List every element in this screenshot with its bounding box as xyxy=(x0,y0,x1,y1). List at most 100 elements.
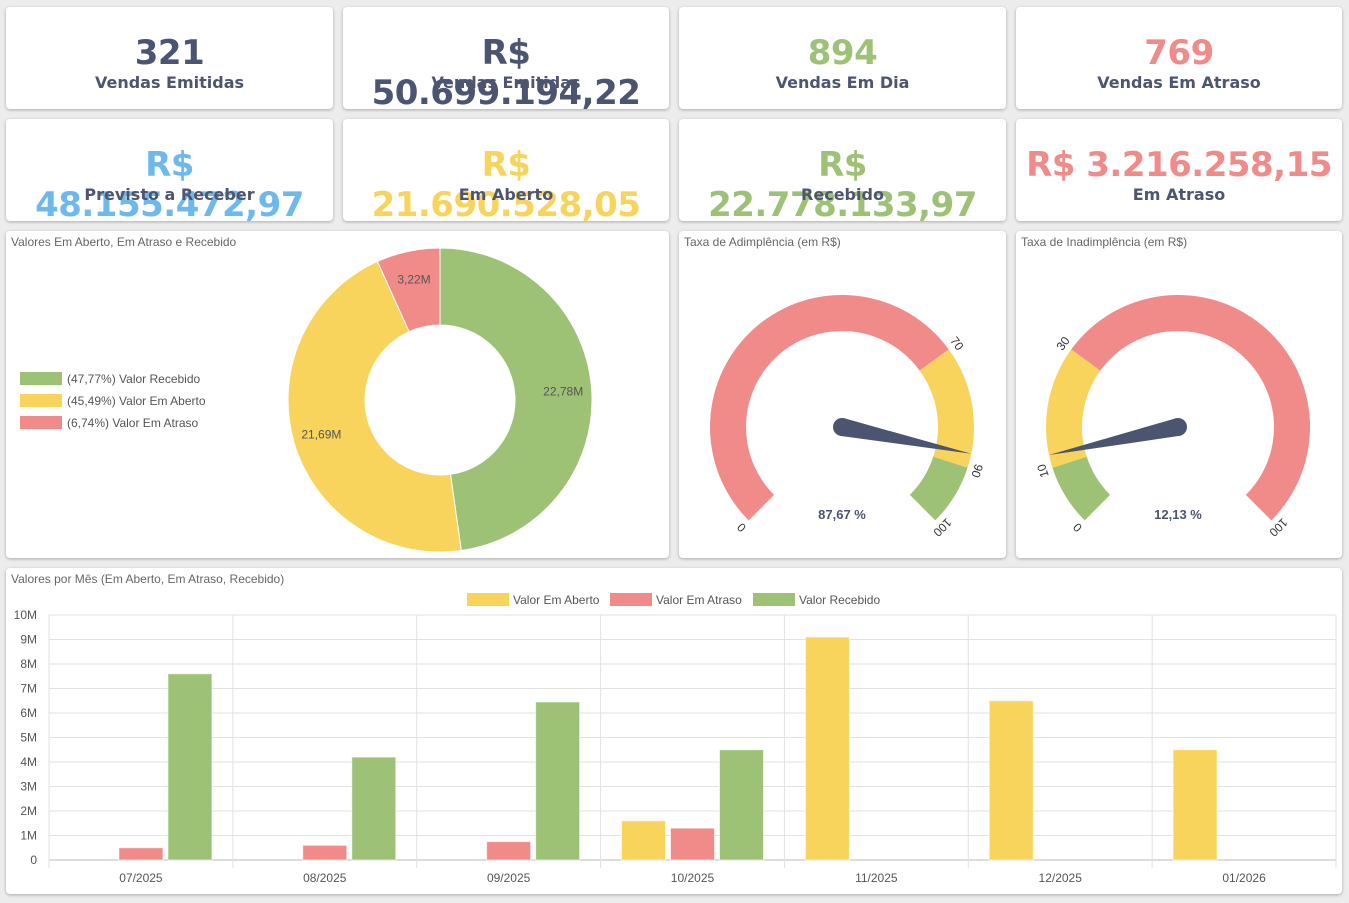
bar-legend-swatch xyxy=(753,593,795,606)
kpi-value: R$ 3.216.258,15 xyxy=(1026,145,1332,185)
bar-x-tick-label: 09/2025 xyxy=(487,871,531,885)
gauge-tick-label: 100 xyxy=(1266,515,1290,539)
gauge-adimplencia-chart: 0 70 90 100 87,67 % xyxy=(710,295,986,540)
gauge-needle xyxy=(840,418,972,454)
bar-x-tick-label: 10/2025 xyxy=(671,871,715,885)
kpi-card-vendas-em-atraso: 769 Vendas Em Atraso xyxy=(1016,7,1342,109)
gauge-inadimplencia-title: Taxa de Inadimplência (em R$) xyxy=(1021,235,1188,249)
kpi-card-previsto-a-receber: R$ 48.155.472,97 Previsto a Receber xyxy=(6,119,333,225)
donut-legend-label[interactable]: (45,49%) Valor Em Aberto xyxy=(67,394,206,408)
donut-slice-0[interactable] xyxy=(439,247,593,552)
gauge-tick-label: 90 xyxy=(968,462,986,479)
bar-y-tick-label: 10M xyxy=(14,608,37,622)
donut-value-label: 22,78M xyxy=(543,384,583,398)
kpi-value: 321 xyxy=(134,33,205,73)
donut-legend-swatch xyxy=(20,416,62,429)
bar-valor-em-aberto[interactable] xyxy=(1172,749,1218,861)
kpi-label: Recebido xyxy=(801,185,884,204)
bar-legend-label[interactable]: Valor Recebido xyxy=(799,593,880,607)
bar-chart: 0 1M 2M 3M 4M 5M 6M 7M 8M 9M 10M 07/2025 08/2025 09/2… xyxy=(14,593,1337,885)
gauge-band-1 xyxy=(1046,349,1101,468)
kpi-value: R$ 21.690.528,05 xyxy=(371,145,641,225)
gauge-value-label: 12,13 % xyxy=(1154,507,1202,522)
bar-y-tick-label: 5M xyxy=(20,731,37,745)
gauge-adimplencia-panel: Taxa de Adimplência (em R$) 0 70 90 100 87,6… xyxy=(679,231,1006,558)
gauge-band-2 xyxy=(1071,294,1310,521)
bar-valor-recebido[interactable] xyxy=(719,749,764,861)
gauge-tick-label: 0 xyxy=(734,520,749,535)
bar-y-tick-label: 3M xyxy=(20,780,37,794)
bar-y-tick-label: 1M xyxy=(20,829,37,843)
kpi-card-vendas-em-dia: 894 Vendas Em Dia xyxy=(679,7,1006,109)
gauge-tick-label: 100 xyxy=(930,515,954,539)
gauge-tick-label: 30 xyxy=(1054,334,1073,353)
gauge-needle-hub xyxy=(1169,418,1187,436)
kpi-card-vendas-emitidas-count: 321 Vendas Emitidas xyxy=(6,7,333,109)
bar-x-tick-label: 01/2026 xyxy=(1222,871,1266,885)
bar-valor-em-atraso[interactable] xyxy=(486,841,532,861)
donut-slice-1[interactable] xyxy=(287,260,462,553)
bar-x-tick-label: 08/2025 xyxy=(303,871,347,885)
kpi-card-recebido: R$ 22.778.133,97 Recebido xyxy=(679,119,1006,225)
bar-x-tick-label: 07/2025 xyxy=(119,871,163,885)
bar-y-tick-label: 4M xyxy=(20,755,37,769)
bar-y-tick-label: 7M xyxy=(20,682,37,696)
bar-y-tick-label: 9M xyxy=(20,633,37,647)
kpi-label: Em Aberto xyxy=(458,185,554,204)
kpi-label: Vendas Emitidas xyxy=(431,73,581,92)
bar-valor-em-atraso[interactable] xyxy=(118,847,164,861)
bar-y-tick-label: 8M xyxy=(20,657,37,671)
kpi-label: Previsto a Receber xyxy=(84,185,255,204)
bar-legend-swatch xyxy=(467,593,509,606)
kpi-value: 769 xyxy=(1144,33,1214,73)
donut-chart-title: Valores Em Aberto, Em Atraso e Recebido xyxy=(11,235,237,249)
gauge-needle xyxy=(1049,418,1180,456)
bar-legend-swatch xyxy=(610,593,652,606)
gauge-value-label: 87,67 % xyxy=(818,507,866,522)
bar-valor-em-aberto[interactable] xyxy=(621,820,666,861)
bar-legend-label[interactable]: Valor Em Aberto xyxy=(513,593,600,607)
gauge-inadimplencia-chart: 0 10 30 100 12,13 % xyxy=(1034,294,1310,540)
bar-chart-title: Valores por Mês (Em Aberto, Em Atraso, R… xyxy=(11,572,285,586)
kpi-card-em-aberto: R$ 21.690.528,05 Em Aberto xyxy=(343,119,669,225)
bar-valor-em-atraso[interactable] xyxy=(302,844,348,861)
gauge-inadimplencia-panel: Taxa de Inadimplência (em R$) 0 10 30 100 12… xyxy=(1016,231,1342,558)
bar-legend-label[interactable]: Valor Em Atraso xyxy=(656,593,742,607)
gauge-needle-hub xyxy=(833,418,851,436)
kpi-value: R$ 22.778.133,97 xyxy=(708,145,977,225)
kpi-label: Em Atraso xyxy=(1132,185,1226,204)
bar-chart-panel: Valores por Mês (Em Aberto, Em Atraso, R… xyxy=(6,568,1342,894)
gauge-tick-label: 0 xyxy=(1070,520,1085,535)
donut-legend-label[interactable]: (47,77%) Valor Recebido xyxy=(67,372,201,386)
donut-legend-swatch xyxy=(20,372,62,385)
donut-value-label: 21,69M xyxy=(301,427,341,441)
kpi-value: 894 xyxy=(807,33,878,73)
kpi-label: Vendas Em Atraso xyxy=(1097,73,1261,92)
kpi-card-em-atraso: R$ 3.216.258,15 Em Atraso xyxy=(1016,119,1342,221)
bar-valor-em-aberto[interactable] xyxy=(804,636,850,861)
kpi-value: R$ 50.699.194,22 xyxy=(371,33,641,113)
bar-y-tick-label: 6M xyxy=(20,706,37,720)
bar-x-tick-label: 11/2025 xyxy=(855,871,898,885)
donut-chart-panel: Valores Em Aberto, Em Atraso e Recebido … xyxy=(6,231,669,558)
kpi-label: Vendas Emitidas xyxy=(94,73,245,92)
bar-valor-em-aberto[interactable] xyxy=(988,700,1034,861)
gauge-tick-label: 70 xyxy=(947,334,966,353)
bar-valor-recebido[interactable] xyxy=(351,756,397,861)
donut-slice-2[interactable] xyxy=(376,247,441,333)
donut-legend-swatch xyxy=(20,394,62,407)
donut-value-label: 3,22M xyxy=(397,272,430,286)
donut-legend-label[interactable]: (6,74%) Valor Em Atraso xyxy=(67,416,198,430)
gauge-band-2 xyxy=(909,456,968,521)
bar-x-tick-label: 12/2025 xyxy=(1039,871,1083,885)
gauge-tick-label: 10 xyxy=(1034,462,1052,479)
gauge-band-1 xyxy=(919,349,974,468)
bar-y-tick-label: 0 xyxy=(30,853,37,867)
bar-valor-recebido[interactable] xyxy=(167,673,213,861)
bar-valor-em-atraso[interactable] xyxy=(670,827,715,861)
gauge-band-0 xyxy=(1052,456,1111,521)
gauge-adimplencia-title: Taxa de Adimplência (em R$) xyxy=(684,235,841,249)
kpi-label: Vendas Em Dia xyxy=(775,73,910,92)
bar-valor-recebido[interactable] xyxy=(535,701,581,861)
donut-chart: 22,78M 21,69M 3,22M (47,77%) Valor Recebido… xyxy=(20,247,593,553)
